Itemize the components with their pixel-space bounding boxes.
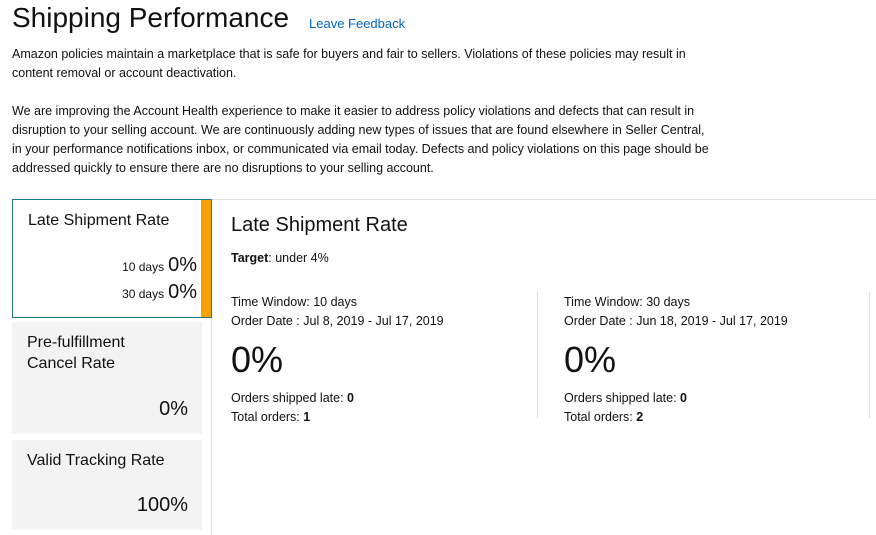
- metric-column-30-days: Time Window: 30 days Order Date : Jun 18…: [564, 293, 788, 427]
- card-row-30-days: 30 days 0%: [122, 281, 197, 304]
- intro-paragraph-2: We are improving the Account Health expe…: [12, 104, 709, 175]
- target-value: : under 4%: [268, 251, 329, 265]
- card-pre-fulfillment-cancel-rate[interactable]: Pre-fulfillment Cancel Rate 0%: [12, 322, 202, 434]
- panel-right-border: [869, 292, 870, 418]
- total-orders: Total orders: 2: [564, 408, 788, 427]
- orders-shipped-late: Orders shipped late: 0: [231, 389, 444, 408]
- value: 2: [636, 410, 644, 424]
- target-label: Target: [231, 251, 269, 265]
- target-text: Target: under 4%: [231, 251, 329, 265]
- card-title: Late Shipment Rate: [28, 212, 170, 229]
- order-date: Order Date : Jul 8, 2019 - Jul 17, 2019: [231, 314, 444, 328]
- card-late-shipment-rate[interactable]: Late Shipment Rate 10 days 0% 30 days 0%: [12, 199, 212, 318]
- orders-shipped-late: Orders shipped late: 0: [564, 389, 788, 408]
- rate-value: 0%: [231, 339, 284, 380]
- card-row-label: 10 days: [122, 260, 165, 274]
- detail-title: Late Shipment Rate: [231, 214, 408, 236]
- card-row-label: 30 days: [122, 287, 165, 301]
- column-divider: [537, 292, 538, 418]
- card-row-value: 0%: [168, 254, 197, 276]
- label: Total orders:: [231, 410, 304, 424]
- metric-column-10-days: Time Window: 10 days Order Date : Jul 8,…: [231, 293, 444, 427]
- page-title: Shipping Performance: [12, 2, 290, 33]
- card-value: 100%: [136, 494, 188, 516]
- order-date: Order Date : Jun 18, 2019 - Jul 17, 2019: [564, 314, 788, 328]
- value: 0: [680, 391, 687, 405]
- label: Orders shipped late:: [231, 391, 348, 405]
- intro-text: Amazon policies maintain a marketplace t…: [12, 45, 712, 178]
- content-top-divider: [212, 199, 876, 200]
- intro-paragraph-1: Amazon policies maintain a marketplace t…: [12, 47, 686, 80]
- time-window: Time Window: 10 days: [231, 295, 357, 309]
- total-orders: Total orders: 1: [231, 408, 444, 427]
- time-window: Time Window: 30 days: [564, 295, 690, 309]
- value: 0: [347, 391, 354, 405]
- card-title: Pre-fulfillment Cancel Rate: [27, 334, 125, 372]
- card-valid-tracking-rate[interactable]: Valid Tracking Rate 100%: [12, 440, 202, 530]
- card-title: Valid Tracking Rate: [27, 452, 165, 469]
- label: Total orders:: [564, 410, 637, 424]
- leave-feedback-link[interactable]: Leave Feedback: [309, 16, 406, 31]
- rate-value: 0%: [564, 339, 617, 380]
- label: Orders shipped late:: [564, 391, 681, 405]
- sidebar-divider: [211, 199, 212, 535]
- active-card-accent: [201, 200, 211, 317]
- card-row-10-days: 10 days 0%: [122, 254, 197, 277]
- card-row-value: 0%: [168, 281, 197, 303]
- value: 1: [303, 410, 311, 424]
- card-value: 0%: [159, 398, 188, 420]
